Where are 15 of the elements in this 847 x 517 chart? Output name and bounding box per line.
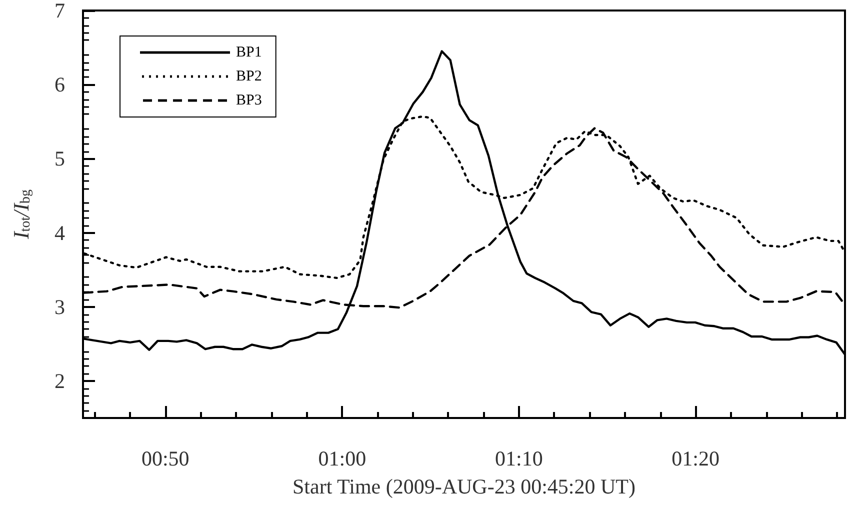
- y-tick-label: 6: [54, 72, 65, 97]
- x-tick-label: 01:00: [318, 446, 366, 470]
- legend-label: BP2: [236, 68, 262, 84]
- legend-label: BP1: [236, 44, 262, 60]
- y-tick-label: 4: [54, 220, 66, 245]
- y-tick-label: 2: [54, 368, 65, 393]
- x-tick-label: 01:10: [495, 446, 543, 470]
- y-tick-label: 5: [54, 146, 65, 171]
- y-axis-title: Itot/Ibg: [8, 189, 34, 240]
- y-tick-label: 7: [54, 0, 65, 22]
- legend-label: BP3: [236, 92, 262, 108]
- x-tick-label: 01:20: [672, 446, 720, 470]
- y-tick-label: 3: [54, 294, 65, 319]
- x-axis-title: Start Time (2009-AUG-23 00:45:20 UT): [292, 474, 636, 498]
- x-tick-label: 00:50: [141, 446, 190, 470]
